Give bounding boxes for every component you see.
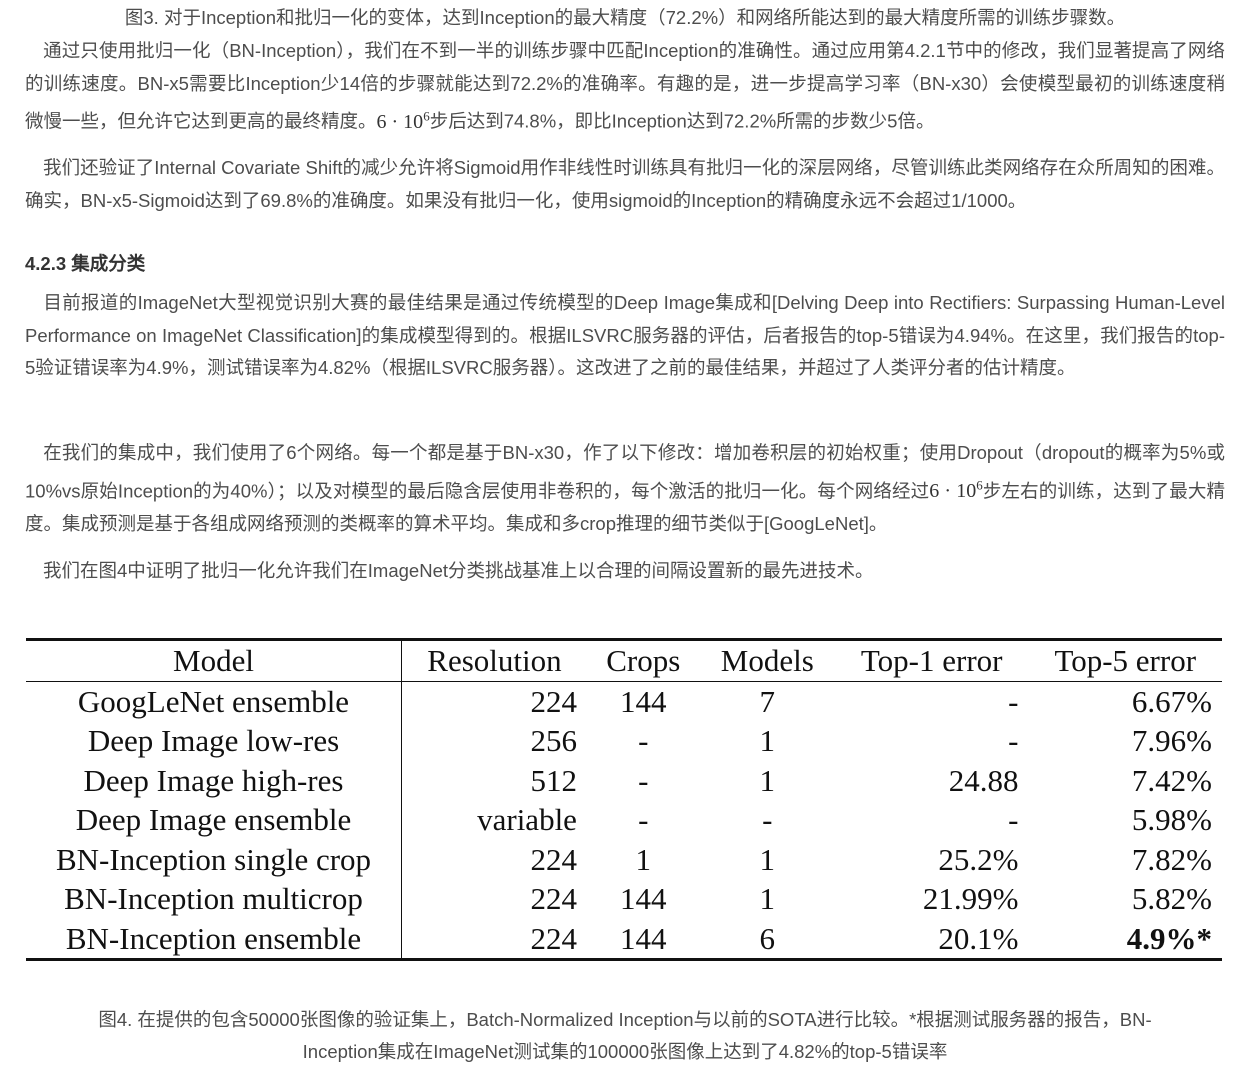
paragraph-ensemble-intro: 目前报道的ImageNet大型视觉识别大赛的最佳结果是通过传统模型的Deep I… [25,292,1225,378]
column-header-top1-error: Top-1 error [834,638,1029,682]
paragraph-state-of-art: 我们在图4中证明了批归一化允许我们在ImageNet分类挑战基准上以合理的间隔设… [43,560,874,581]
table-row: BN-Inception single crop 224 1 1 25.2% 7… [26,839,1222,879]
cell-resolution: 512 [530,762,577,798]
cell-resolution: 224 [530,683,577,719]
cell-model: BN-Inception single crop [26,839,402,879]
cell-resolution: variable [477,802,577,837]
cell-crops: - [638,723,649,758]
cell-model: Deep Image ensemble [26,800,402,840]
cell-models: 1 [759,723,776,758]
cell-top5: 5.98% [1131,802,1212,837]
paragraph-text: 通过只使用批归一化（BN-Inception），我们在不到一半的训练步骤中匹配I… [25,40,1225,132]
cell-models: 7 [759,683,776,719]
column-header-model: Model [26,638,402,682]
cell-resolution: 256 [530,723,577,758]
cell-model: Deep Image low-res [26,721,402,761]
table-row: Deep Image low-res 256 - 1 - 7.96% [26,721,1222,761]
cell-model: GoogLeNet ensemble [26,681,402,721]
paragraph-text: 步左右的训练，达到了最大精度。集成预测是基于各组成网络预测的类概率的算术平均。集… [25,480,1225,534]
cell-crops: 144 [586,918,700,961]
paragraph-text: 在我们的集成中，我们使用了6个网络。每一个都是基于BN-x30，作了以下修改：增… [25,442,1225,502]
cell-top1: 20.1% [834,918,1029,961]
caption-line: 图4. 在提供的包含50000张图像的验证集上，Batch-Normalized… [98,1009,1152,1030]
cell-models: 6 [699,918,835,961]
cell-top5: 7.96% [1131,723,1212,758]
cell-crops: - [638,802,649,837]
cell-models: 1 [759,881,776,916]
column-header-top5-error: Top-5 error [1028,638,1222,682]
cell-top1: 21.99% [922,881,1019,916]
cell-resolution: 224 [530,841,577,877]
table-row: BN-Inception ensemble 224 144 6 20.1% 4.… [26,918,1222,961]
cell-model: BN-Inception multicrop [26,879,402,919]
column-header-models: Models [699,638,835,682]
cell-model: BN-Inception ensemble [26,918,402,961]
section-heading: 4.2.3 集成分类 [25,253,146,274]
results-table-figure: Model Resolution Crops Models Top-1 erro… [26,638,1222,961]
cell-top1: - [1008,723,1019,758]
cell-top5: 7.82% [1131,841,1212,877]
figure-3-caption: 图3. 对于Inception和批归一化的变体，达到Inception的最大精度… [124,7,1126,28]
column-header-crops: Crops [586,638,700,682]
table-row: BN-Inception multicrop 224 144 1 21.99% … [26,879,1222,919]
column-header-resolution: Resolution [401,638,587,682]
paragraph-bn-inception-speed: 通过只使用批归一化（BN-Inception），我们在不到一半的训练步骤中匹配I… [25,35,1225,138]
table-row: Deep Image high-res 512 - 1 24.88 7.42% [26,760,1222,800]
cell-crops: 144 [620,683,667,719]
figure-4-caption: 图4. 在提供的包含50000张图像的验证集上，Batch-Normalized… [40,1004,1210,1068]
math-expression: 6 · 106 [376,108,430,133]
cell-top1: - [1008,802,1019,837]
cell-top5-best: 4.9%* [1028,918,1222,961]
cell-top5: 6.67% [1131,683,1212,719]
table-row: GoogLeNet ensemble 224 144 7 - 6.67% [26,681,1222,721]
table-header-row: Model Resolution Crops Models Top-1 erro… [26,638,1222,682]
paragraph-sigmoid: 我们还验证了Internal Covariate Shift的减少允许将Sigm… [25,157,1225,211]
cell-crops: - [638,762,649,798]
cell-resolution: 224 [401,918,587,961]
cell-top5: 7.42% [1131,762,1212,798]
cell-model: Deep Image high-res [26,760,402,800]
cell-top1: 24.88 [948,762,1019,798]
caption-line: Inception集成在ImageNet测试集的100000张图像上达到了4.8… [302,1041,948,1062]
paragraph-ensemble-details: 在我们的集成中，我们使用了6个网络。每一个都是基于BN-x30，作了以下修改：增… [25,437,1225,540]
math-expression: 6 · 106 [929,477,983,503]
cell-models: - [762,802,773,837]
cell-crops: 144 [620,881,667,916]
cell-top1: - [1008,683,1019,719]
table-row: Deep Image ensemble variable - - - 5.98% [26,800,1222,840]
paragraph-text: 步后达到74.8%，即比Inception达到72.2%所需的步数少5倍。 [429,110,935,132]
cell-crops: 1 [635,841,652,877]
cell-models: 1 [759,762,776,798]
cell-top5: 5.82% [1131,881,1212,916]
results-table: Model Resolution Crops Models Top-1 erro… [26,638,1222,961]
cell-top1: 25.2% [938,841,1019,877]
cell-models: 1 [759,841,776,877]
cell-resolution: 224 [530,881,577,916]
